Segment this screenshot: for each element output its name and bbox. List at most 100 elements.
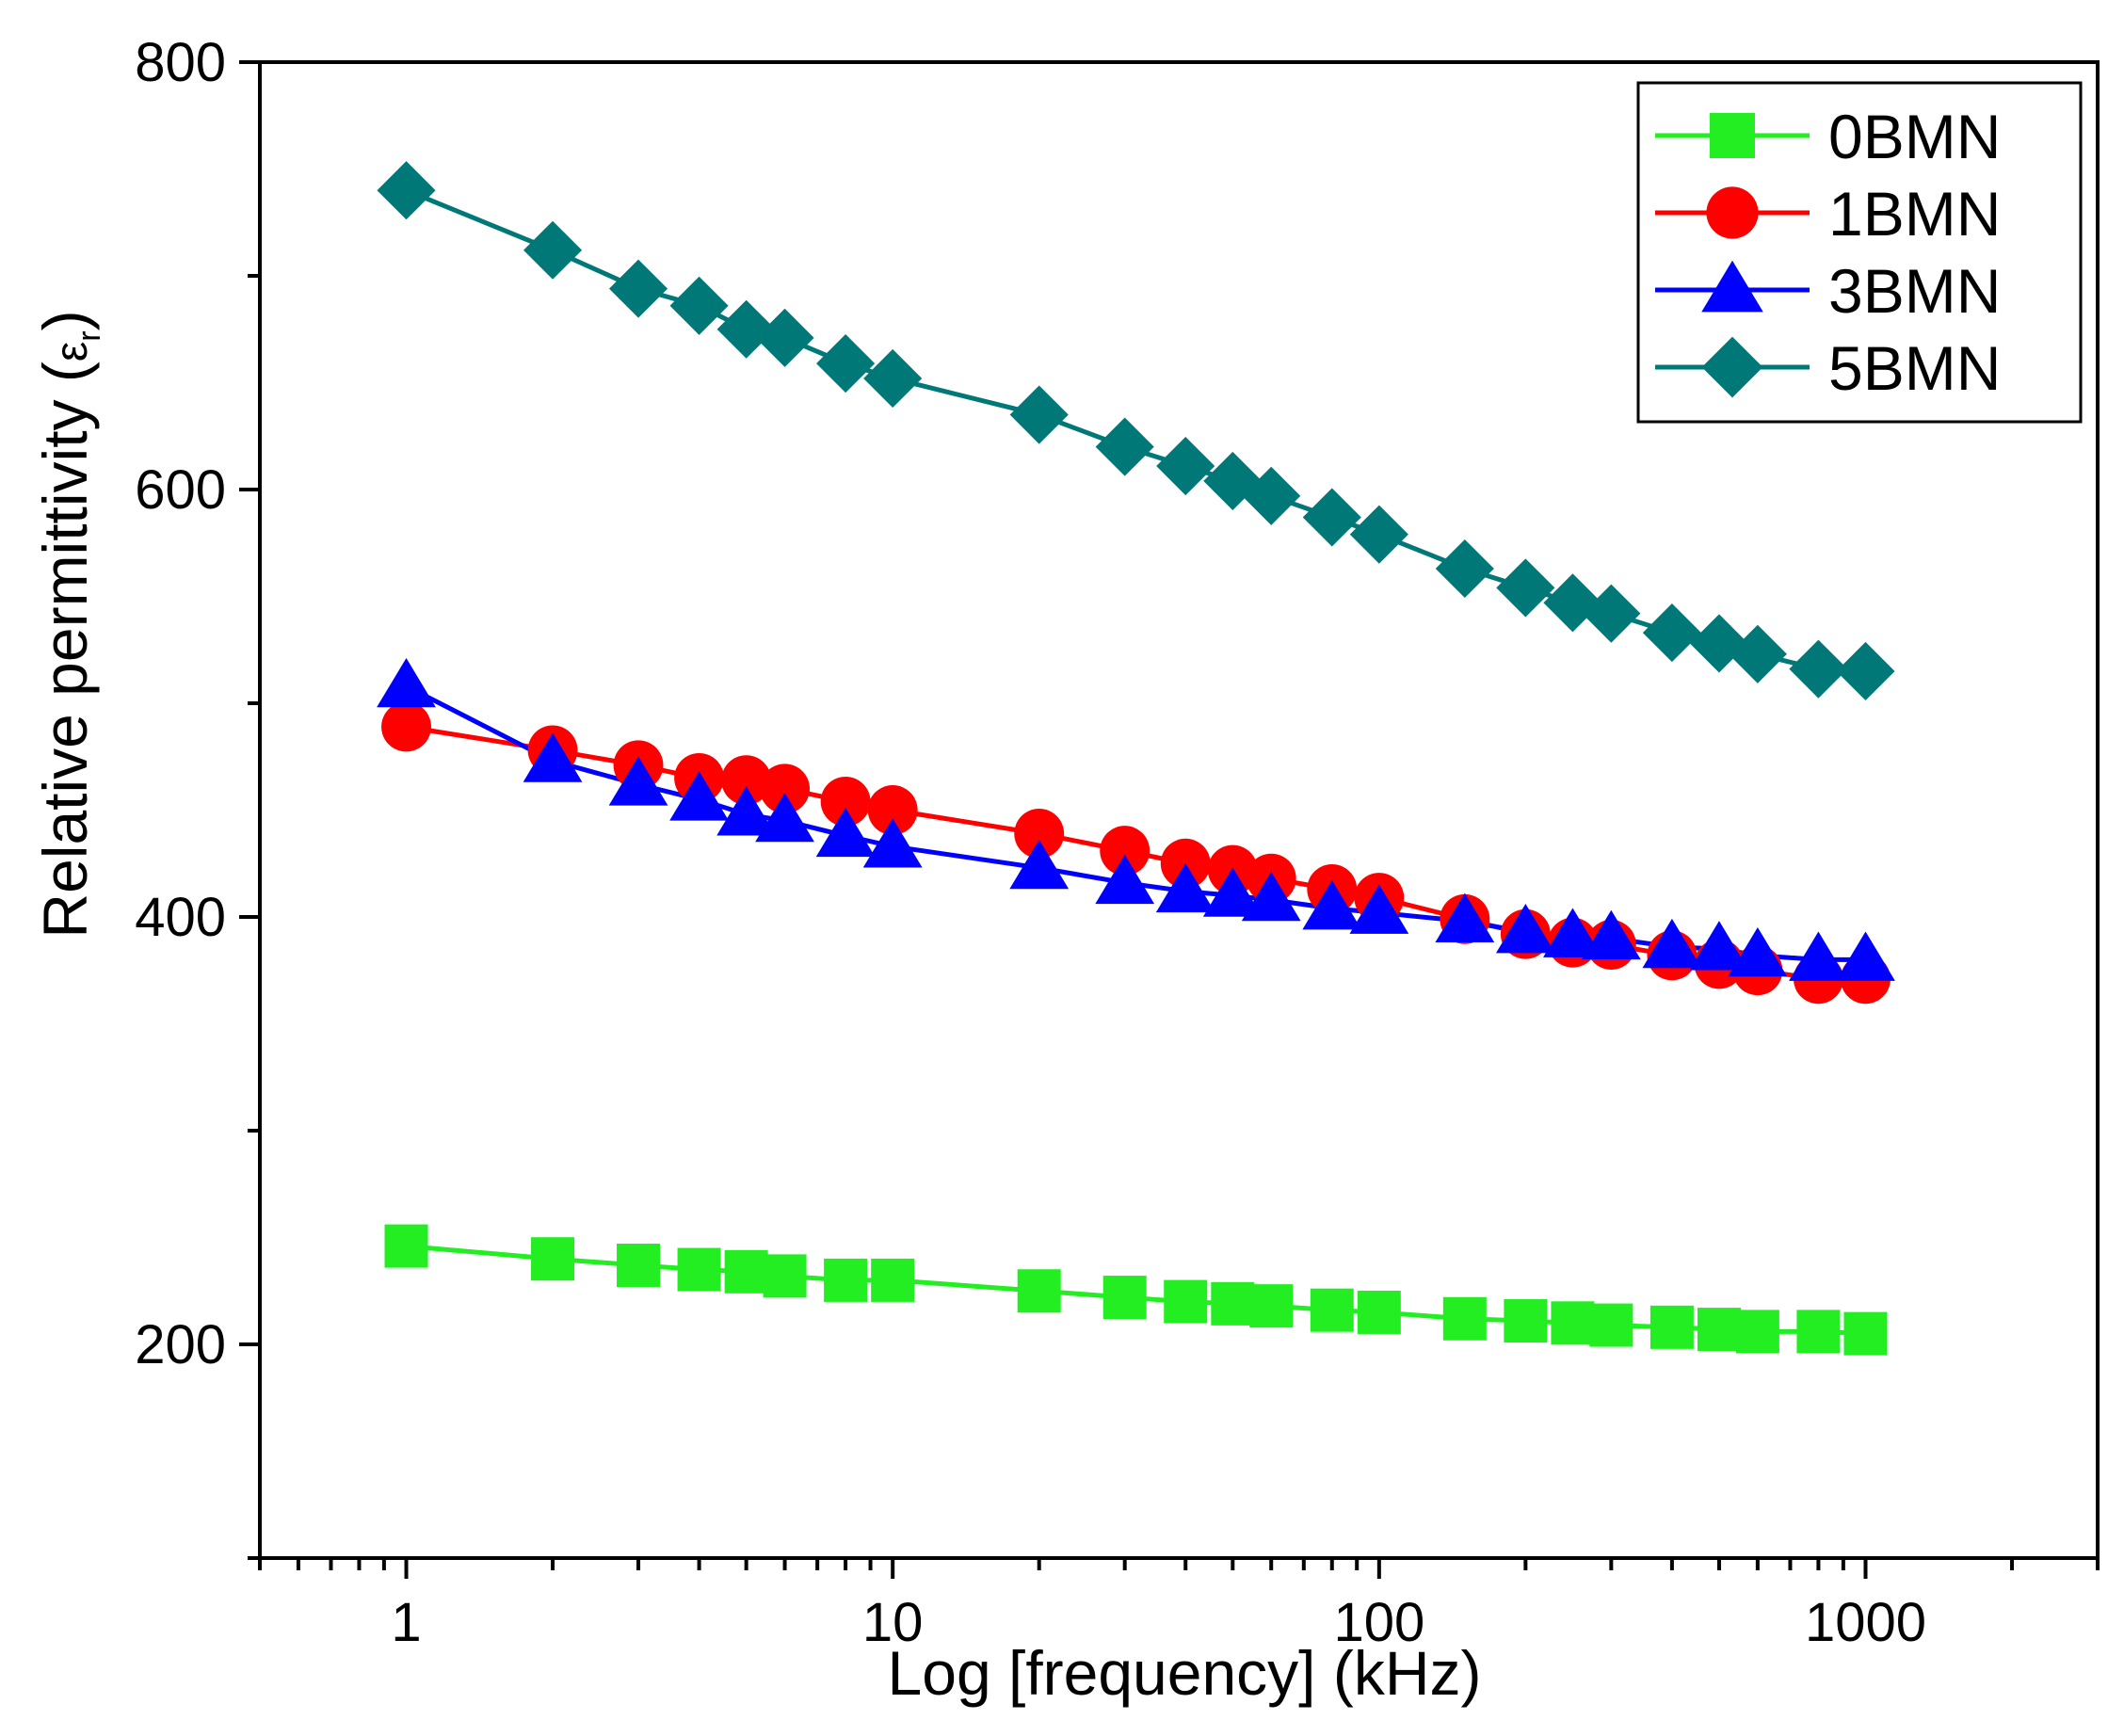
data-point-0BMN (824, 1258, 868, 1302)
data-point-3BMN (1241, 871, 1301, 922)
data-point-0BMN (1649, 1305, 1694, 1349)
data-point-5BMN (1009, 385, 1069, 444)
data-point-0BMN (1442, 1296, 1487, 1341)
data-point-3BMN (1009, 839, 1070, 890)
data-point-5BMN (377, 161, 436, 220)
legend-marker-3BMN (1701, 260, 1763, 313)
y-axis-title: Relative permittivity (εr) (30, 310, 107, 938)
data-point-0BMN (871, 1258, 915, 1302)
legend-label-3BMN: 3BMN (1828, 256, 2001, 326)
data-point-5BMN (755, 308, 814, 367)
data-point-3BMN (1689, 921, 1749, 971)
data-point-3BMN (377, 657, 436, 708)
data-point-5BMN (608, 259, 668, 318)
x-tick-label: 1000 (1805, 1592, 1926, 1653)
data-point-3BMN (755, 792, 814, 843)
data-point-0BMN (1504, 1299, 1548, 1343)
axes-layer: 200 400 600 800 1 10 100 1000 (135, 32, 2100, 1653)
data-point-5BMN (863, 348, 923, 409)
data-point-0BMN (617, 1244, 661, 1288)
x-axis-title: Log [frequency] (kHz) (888, 1638, 1482, 1708)
legend-marker-5BMN (1701, 336, 1763, 398)
data-point-1BMN (867, 785, 918, 835)
data-point-5BMN (1582, 584, 1641, 643)
y-axis-title-subscript: r (72, 330, 107, 341)
data-point-0BMN (1164, 1279, 1208, 1324)
data-point-0BMN (677, 1247, 721, 1292)
data-point-0BMN (763, 1254, 807, 1298)
data-point-0BMN (1735, 1310, 1779, 1354)
data-point-3BMN (1728, 926, 1788, 977)
data-point-0BMN (531, 1237, 575, 1281)
data-point-5BMN (1435, 538, 1494, 599)
plot-frame (258, 60, 2100, 1560)
data-point-3BMN (862, 818, 923, 868)
data-point-5BMN (1349, 505, 1408, 564)
data-point-5BMN (1302, 488, 1361, 547)
data-point-5BMN (816, 334, 876, 394)
y-axis-title-main: Relative permittivity ( (30, 362, 100, 938)
data-point-5BMN (669, 276, 729, 335)
data-point-3BMN (1155, 862, 1215, 913)
data-point-1BMN (760, 764, 811, 814)
data-point-5BMN (1728, 624, 1787, 683)
data-point-3BMN (1349, 884, 1409, 934)
data-point-0BMN (1249, 1284, 1294, 1328)
data-point-3BMN (1543, 908, 1602, 957)
series-markers-layer (377, 161, 1895, 1356)
data-point-0BMN (1843, 1311, 1888, 1356)
y-tick-label: 800 (135, 32, 226, 93)
legend-label-0BMN: 0BMN (1828, 102, 2001, 171)
data-point-0BMN (1551, 1301, 1595, 1345)
y-tick-label: 600 (135, 459, 226, 521)
data-point-1BMN (381, 701, 431, 752)
data-point-0BMN (1796, 1310, 1841, 1354)
data-point-3BMN (815, 807, 876, 858)
data-point-3BMN (716, 786, 777, 836)
x-tick-label: 1 (391, 1592, 421, 1653)
data-point-0BMN (1310, 1288, 1354, 1332)
data-point-0BMN (1211, 1281, 1255, 1326)
y-axis-title-symbol: ε (47, 342, 97, 362)
data-point-5BMN (1789, 639, 1848, 699)
data-point-3BMN (1581, 909, 1641, 960)
data-point-0BMN (1589, 1303, 1633, 1347)
legend-label-5BMN: 5BMN (1828, 333, 2001, 403)
data-point-5BMN (716, 299, 776, 359)
data-point-5BMN (1242, 466, 1301, 525)
data-point-0BMN (1357, 1290, 1401, 1334)
data-point-3BMN (608, 756, 668, 806)
data-point-5BMN (523, 220, 583, 280)
y-tick-label: 400 (135, 887, 226, 948)
legend-marker-1BMN (1706, 186, 1759, 239)
data-point-5BMN (1642, 603, 1701, 663)
series-line-3BMN (405, 683, 1866, 962)
data-point-3BMN (1836, 931, 1895, 981)
data-point-5BMN (1836, 641, 1895, 700)
data-point-1BMN (721, 755, 772, 806)
y-tick-label: 200 (135, 1314, 226, 1375)
data-point-3BMN (1495, 903, 1555, 954)
y-axis-title-close: ) (30, 310, 100, 330)
data-point-3BMN (1302, 880, 1362, 930)
data-point-0BMN (724, 1249, 768, 1294)
data-point-5BMN (1496, 558, 1555, 618)
data-point-5BMN (1156, 436, 1215, 496)
data-point-3BMN (669, 771, 729, 821)
legend-marker-0BMN (1710, 113, 1755, 158)
legend-label-1BMN: 1BMN (1828, 179, 2001, 249)
x-tick-label: 100 (1333, 1592, 1424, 1653)
data-point-3BMN (1435, 892, 1495, 942)
data-point-3BMN (1789, 931, 1848, 981)
data-point-3BMN (1642, 918, 1702, 969)
data-point-3BMN (523, 732, 583, 782)
data-point-3BMN (1095, 854, 1155, 905)
data-point-0BMN (384, 1224, 428, 1268)
data-point-0BMN (1102, 1276, 1147, 1320)
data-point-0BMN (1697, 1308, 1741, 1352)
data-point-0BMN (1017, 1269, 1061, 1313)
data-point-1BMN (1100, 826, 1150, 876)
x-tick-label: 10 (862, 1592, 924, 1653)
